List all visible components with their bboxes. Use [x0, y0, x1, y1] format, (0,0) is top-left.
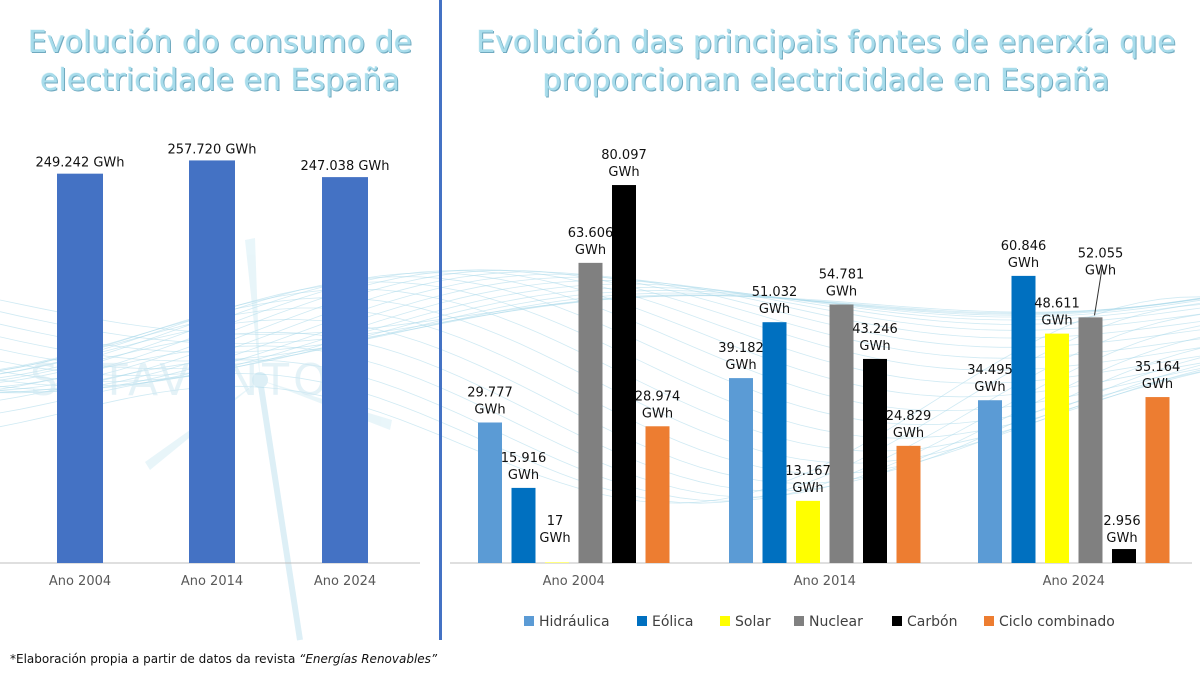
data-label: 17 — [547, 514, 564, 529]
data-label: GWh — [575, 243, 606, 258]
legend-swatch — [984, 616, 994, 626]
x-tick-label: Ano 2004 — [543, 574, 605, 589]
footnote: *Elaboración propia a partir de datos da… — [10, 652, 437, 666]
data-label: 249.242 GWh — [35, 156, 124, 171]
energy-sources-bar-chart: 29.777 GWh 15.916 GWh 17 GWh 63.606 GWh 80.097 GW… — [450, 148, 1192, 630]
legend-label: Carbón — [907, 614, 957, 630]
bar — [578, 262, 603, 563]
legend-label: Ciclo combinado — [999, 614, 1115, 630]
legend-swatch — [637, 616, 647, 626]
x-tick-label: Ano 2014 — [181, 574, 243, 589]
bar — [612, 185, 636, 563]
bar — [896, 445, 921, 563]
data-label: 63.606 — [568, 226, 614, 241]
data-label: GWh — [1106, 531, 1137, 546]
data-label: 34.495 — [967, 363, 1013, 378]
bar — [796, 500, 820, 563]
legend-label: Hidráulica — [539, 614, 610, 630]
data-label: 24.829 — [886, 409, 932, 424]
bar — [1011, 275, 1036, 563]
data-label: 51.032 — [752, 285, 798, 300]
data-label: GWh — [974, 380, 1005, 395]
legend: Hidráulica Eólica Solar Nuclear Carbón Ciclo … — [524, 614, 1115, 630]
bar — [511, 487, 536, 563]
bar — [478, 422, 502, 563]
legend-label: Solar — [735, 614, 771, 630]
data-label: GWh — [759, 302, 790, 317]
bar — [1078, 317, 1103, 563]
data-label: 48.611 — [1034, 297, 1080, 312]
data-label: 247.038 GWh — [300, 159, 389, 174]
data-label: 52.055 — [1078, 246, 1124, 261]
legend-label: Nuclear — [809, 614, 863, 630]
data-label: GWh — [725, 358, 756, 373]
data-label: 80.097 — [601, 148, 647, 163]
data-label: GWh — [1041, 314, 1072, 329]
bar — [978, 400, 1002, 563]
data-label: GWh — [893, 426, 924, 441]
bar — [189, 160, 235, 563]
data-label: GWh — [642, 406, 673, 421]
legend-swatch — [794, 616, 804, 626]
left-chart-title: Evolución do consumo de electricidade en… — [27, 25, 413, 98]
right-chart-title: Evolución das principais fontes de enerx… — [476, 25, 1176, 98]
bar — [1145, 397, 1170, 563]
data-label: GWh — [474, 402, 505, 417]
data-label: GWh — [608, 165, 639, 180]
bar — [762, 322, 787, 563]
legend-label: Eólica — [652, 614, 693, 630]
x-tick-label: Ano 2014 — [794, 574, 856, 589]
bar — [829, 304, 854, 563]
data-label: GWh — [1008, 256, 1039, 271]
bar — [1112, 549, 1136, 563]
data-label: 54.781 — [819, 268, 865, 283]
bar — [322, 177, 368, 563]
data-label: 35.164 — [1135, 360, 1181, 375]
data-label: 15.916 — [501, 451, 547, 466]
data-label: GWh — [792, 481, 823, 496]
legend-swatch — [892, 616, 902, 626]
data-label: 2.956 — [1103, 514, 1140, 529]
data-label: 257.720 GWh — [167, 142, 256, 157]
data-label: GWh — [539, 531, 570, 546]
consumption-bar-chart: 249.242 GWh Ano 2004 257.720 GWh Ano 2014 24… — [0, 142, 420, 589]
footnote-prefix: *Elaboración propia a partir de datos da… — [10, 652, 300, 666]
bar — [545, 562, 569, 563]
data-label: GWh — [1142, 377, 1173, 392]
data-label: GWh — [508, 468, 539, 483]
bar — [1045, 333, 1069, 563]
data-label: 29.777 — [467, 385, 513, 400]
bar — [645, 426, 670, 563]
leader-line — [1094, 265, 1103, 316]
x-tick-label: Ano 2004 — [49, 574, 111, 589]
x-tick-label: Ano 2024 — [1043, 574, 1105, 589]
bar — [863, 358, 887, 563]
data-label: GWh — [1085, 263, 1116, 278]
footnote-source: “Energías Renovables” — [299, 652, 438, 666]
data-label: 13.167 — [785, 464, 831, 479]
data-label: 60.846 — [1001, 239, 1047, 254]
data-label: 39.182 — [718, 341, 764, 356]
legend-swatch — [524, 616, 534, 626]
data-label: GWh — [826, 285, 857, 300]
legend-swatch — [720, 616, 730, 626]
data-label: GWh — [859, 339, 890, 354]
bar — [57, 173, 103, 563]
bar — [729, 378, 753, 563]
x-tick-label: Ano 2024 — [314, 574, 376, 589]
data-label: 43.246 — [852, 322, 898, 337]
panel-divider — [439, 0, 442, 640]
data-label: 28.974 — [635, 389, 681, 404]
